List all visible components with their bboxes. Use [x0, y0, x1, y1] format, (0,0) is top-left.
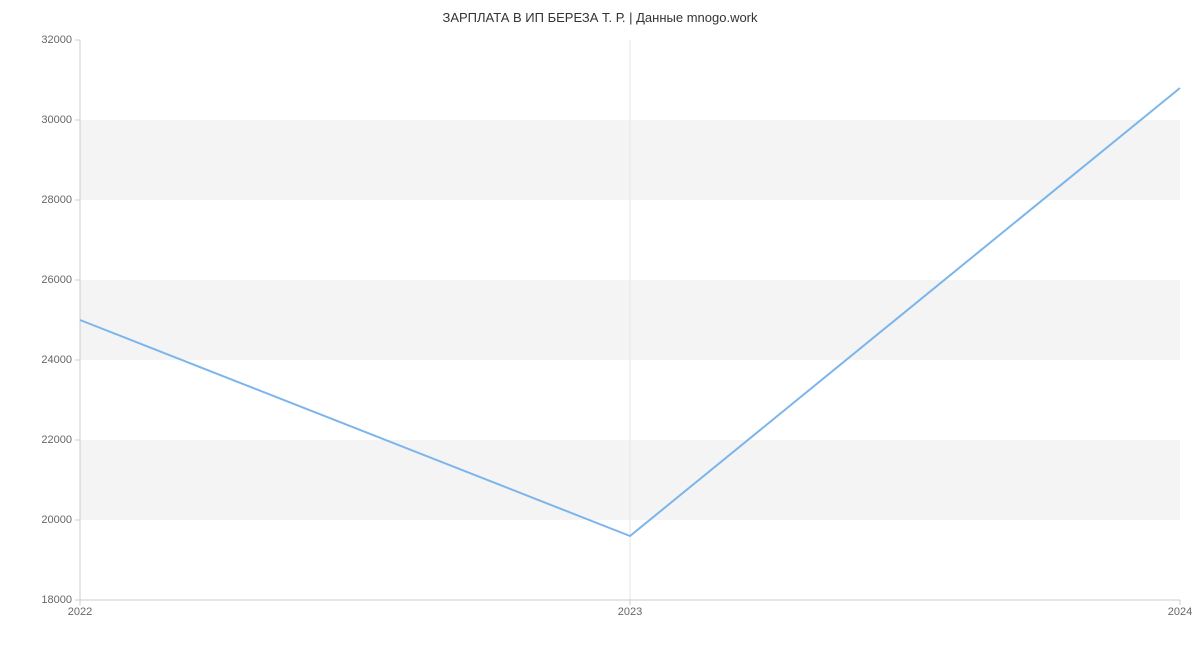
salary-line-chart: ЗАРПЛАТА В ИП БЕРЕЗА Т. Р. | Данные mnog…: [0, 0, 1200, 650]
x-tick-label: 2023: [618, 600, 642, 618]
y-tick-label: 20000: [41, 514, 80, 526]
y-tick-label: 28000: [41, 194, 80, 206]
y-tick-label: 32000: [41, 34, 80, 46]
y-tick-label: 30000: [41, 114, 80, 126]
x-tick-label: 2024: [1168, 600, 1192, 618]
x-tick-label: 2022: [68, 600, 92, 618]
chart-title: ЗАРПЛАТА В ИП БЕРЕЗА Т. Р. | Данные mnog…: [0, 10, 1200, 25]
y-tick-label: 24000: [41, 354, 80, 366]
plot-area: 1800020000220002400026000280003000032000…: [80, 40, 1180, 600]
y-tick-label: 26000: [41, 274, 80, 286]
y-tick-label: 22000: [41, 434, 80, 446]
chart-svg: [80, 40, 1180, 600]
